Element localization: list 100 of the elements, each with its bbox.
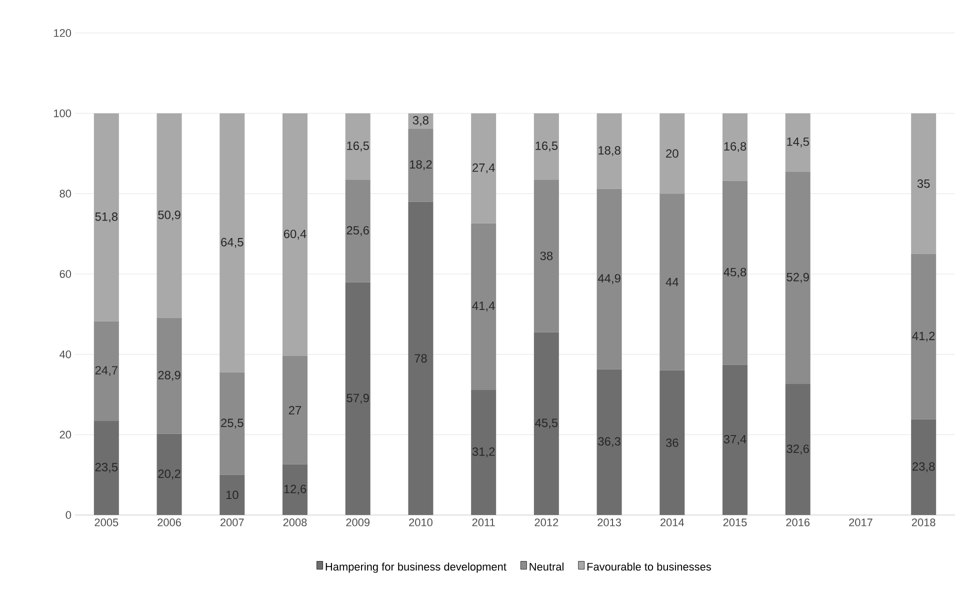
bar [345,113,370,180]
data-label: 36 [666,438,678,447]
data-label: 32,6 [786,444,809,454]
bar [785,172,810,384]
bar [220,113,245,372]
data-label: 52,9 [786,272,809,283]
bar [156,113,182,318]
y-tick-label: 0 [66,511,72,519]
x-tick-label: 2006 [158,518,181,526]
data-label: 64,5 [221,238,244,248]
x-tick-label: 2015 [723,518,747,526]
bar [408,202,434,515]
x-tick-label: 2005 [94,518,118,526]
y-tick-label: 60 [60,270,72,278]
bar [345,282,370,515]
x-tick-label: 2012 [534,518,558,526]
data-label: 23,8 [912,462,935,472]
bar [282,356,308,464]
y-tick-label: 80 [60,190,72,198]
x-tick-label: 2009 [346,518,370,526]
bar [471,390,496,515]
data-label: 38 [540,252,553,260]
data-label: 20 [666,149,678,158]
bar [660,370,685,515]
x-tick-label: 2013 [598,518,621,526]
data-label: 45,8 [724,268,746,278]
bar [345,180,370,282]
data-label: 37,4 [724,434,746,445]
bar [660,113,685,194]
bar [94,420,119,515]
x-tick-label: 2016 [786,518,810,526]
x-tick-label: 2011 [472,518,495,526]
data-label: 20,2 [158,469,180,480]
bar [534,332,559,515]
bar [94,321,119,421]
y-tick-label: 100 [54,109,72,118]
data-label: 44 [666,278,678,286]
data-label: 3,8 [412,116,429,126]
data-label: 25,6 [346,226,369,236]
data-label: 24,7 [95,366,118,376]
legend-label: Hampering for business development [326,562,506,573]
bar [722,364,748,515]
bar [282,113,308,356]
data-label: 41,4 [472,302,495,312]
x-tick-label: 2014 [660,518,684,526]
bar [471,113,496,224]
bar [534,113,559,180]
bar [785,113,810,172]
data-label: 16,5 [347,142,369,152]
bar [282,464,308,515]
y-tick-label: 20 [60,430,72,439]
data-label: 18,2 [410,160,432,170]
data-label: 36,3 [598,437,620,448]
x-tick-label: 2018 [912,518,936,526]
data-label: 50,9 [158,210,180,220]
data-label: 31,2 [472,447,495,458]
x-tick-label: 2007 [220,518,244,526]
bar [911,254,936,420]
bar [596,113,622,189]
bar [911,113,936,254]
bar [596,369,622,515]
data-label: 10 [226,490,238,500]
data-label: 35 [917,179,930,188]
bar [596,188,622,370]
data-label: 78 [414,354,427,363]
bar [785,384,810,515]
data-label: 28,9 [158,370,180,381]
bar [660,194,685,370]
bar [722,180,748,365]
bar [94,113,119,322]
data-label: 18,8 [598,146,620,156]
data-label: 51,8 [95,212,118,222]
legend-label: Favourable to businesses [587,562,711,571]
data-label: 25,5 [221,418,244,429]
bar [220,372,245,475]
x-tick-label: 2017 [849,518,872,526]
x-tick-label: 2010 [409,518,432,526]
x-tick-label: 2008 [283,518,307,526]
data-label: 60,4 [284,230,306,240]
data-label: 16,8 [724,142,746,152]
bar [220,474,245,515]
bar [471,223,496,390]
data-label: 41,2 [912,332,935,342]
data-label: 45,5 [535,418,558,428]
bar [156,434,182,515]
data-label: 16,5 [536,142,558,152]
data-label: 27 [288,406,302,414]
bar [722,113,748,181]
bar [534,180,559,332]
data-label: 57,9 [346,394,369,404]
bar [408,128,434,202]
y-tick-label: 120 [54,29,72,37]
bar [911,419,936,515]
legend-label: Neutral [530,562,564,571]
data-label: 27,4 [472,163,495,174]
data-label: 14,5 [787,138,809,148]
bar [156,318,182,434]
data-label: 12,6 [284,484,306,495]
data-label: 23,5 [95,462,118,473]
data-label: 44,9 [598,274,620,284]
